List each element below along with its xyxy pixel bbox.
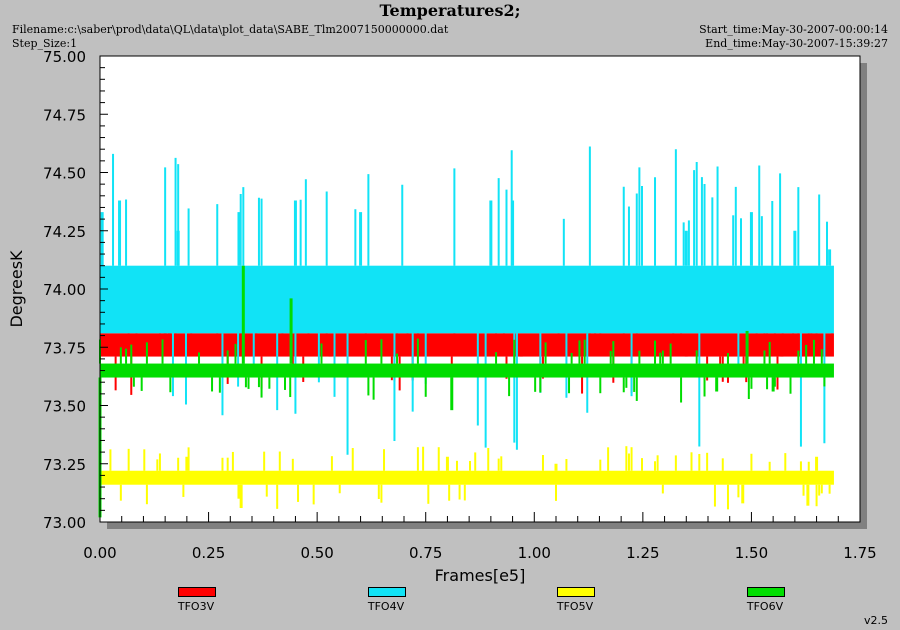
version-label: v2.5 xyxy=(863,614,888,627)
series-band-TFO5V xyxy=(100,470,834,485)
x-tick-label: 1.75 xyxy=(843,544,876,562)
series-band-TFO4V xyxy=(100,265,834,334)
chart-title: Temperatures2; xyxy=(379,1,521,20)
y-tick-label: 74.75 xyxy=(43,106,86,124)
legend-swatch-TFO3V xyxy=(178,587,216,597)
legend-label-TFO6V: TFO6V xyxy=(746,600,784,613)
x-tick-label: 1.50 xyxy=(735,544,768,562)
step-size-label: Step_Size:1 xyxy=(12,37,78,50)
x-tick-label: 0.50 xyxy=(300,544,333,562)
y-axis-label: DegreesK xyxy=(7,250,26,328)
series-layer xyxy=(98,146,834,518)
x-tick-label: 1.00 xyxy=(518,544,551,562)
legend-label-TFO5V: TFO5V xyxy=(556,600,594,613)
series-band-TFO3V xyxy=(100,333,834,357)
x-tick-label: 1.25 xyxy=(626,544,659,562)
legend-swatch-TFO6V xyxy=(747,587,785,597)
y-tick-label: 74.50 xyxy=(43,165,86,183)
end-time-label: End_time:May-30-2007-15:39:27 xyxy=(705,37,888,50)
y-tick-label: 74.00 xyxy=(43,281,86,299)
y-tick-label: 73.75 xyxy=(43,339,86,357)
legend-label-TFO3V: TFO3V xyxy=(177,600,215,613)
y-tick-label: 75.00 xyxy=(43,48,86,66)
y-tick-label: 73.00 xyxy=(43,514,86,532)
legend-label-TFO4V: TFO4V xyxy=(367,600,405,613)
x-tick-labels: 0.00 0.25 0.50 0.75 1.00 1.25 1.50 1.75 xyxy=(83,544,876,562)
x-axis-label: Frames[e5] xyxy=(435,566,526,585)
start-time-label: Start_time:May-30-2007-00:00:14 xyxy=(699,23,888,36)
y-tick-label: 74.25 xyxy=(43,223,86,241)
y-tick-labels: 73.00 73.25 73.50 73.75 74.00 74.25 74.50 74.75… xyxy=(43,48,86,532)
axes-layer xyxy=(99,55,861,523)
legend-swatch-TFO5V xyxy=(557,587,595,597)
filename-label: Filename:c:\saber\prod\data\QL\data\plot… xyxy=(12,23,449,36)
x-tick-label: 0.00 xyxy=(83,544,116,562)
x-tick-label: 0.75 xyxy=(409,544,442,562)
x-tick-label: 0.25 xyxy=(192,544,225,562)
y-tick-label: 73.25 xyxy=(43,456,86,474)
series-band-TFO6V xyxy=(100,363,834,378)
y-tick-label: 73.50 xyxy=(43,398,86,416)
legend-swatch-TFO4V xyxy=(368,587,406,597)
series-TFO4V xyxy=(100,146,834,455)
